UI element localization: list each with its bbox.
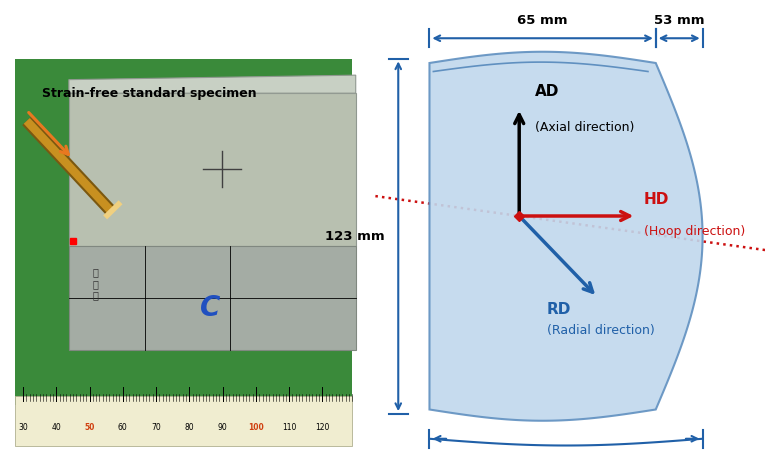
Text: 100: 100 [248, 423, 264, 432]
Text: (Hoop direction): (Hoop direction) [644, 225, 745, 238]
Text: AD: AD [535, 84, 559, 99]
Text: 사
서
경: 사 서 경 [93, 267, 99, 300]
Bar [15, 58, 352, 405]
Bar [15, 396, 352, 446]
Text: 65 mm: 65 mm [517, 14, 568, 27]
Text: 80: 80 [184, 423, 194, 432]
Polygon shape [69, 93, 356, 246]
Text: (Radial direction): (Radial direction) [546, 324, 654, 337]
Polygon shape [69, 246, 356, 350]
Polygon shape [429, 52, 702, 421]
Text: RD: RD [546, 302, 571, 316]
Text: 90: 90 [218, 423, 227, 432]
Text: C: C [200, 294, 220, 322]
Text: 40: 40 [51, 423, 61, 432]
Text: HD: HD [644, 192, 669, 207]
Text: 53 mm: 53 mm [654, 14, 705, 27]
Text: 50: 50 [84, 423, 95, 432]
Text: Strain-free standard specimen: Strain-free standard specimen [42, 87, 257, 100]
Text: 30: 30 [18, 423, 28, 432]
Text: 70: 70 [151, 423, 161, 432]
Polygon shape [69, 75, 356, 93]
Text: 60: 60 [118, 423, 128, 432]
Text: 120: 120 [315, 423, 330, 432]
Text: (Axial direction): (Axial direction) [535, 122, 634, 135]
Text: 110: 110 [282, 423, 296, 432]
Text: 123 mm: 123 mm [325, 230, 385, 243]
